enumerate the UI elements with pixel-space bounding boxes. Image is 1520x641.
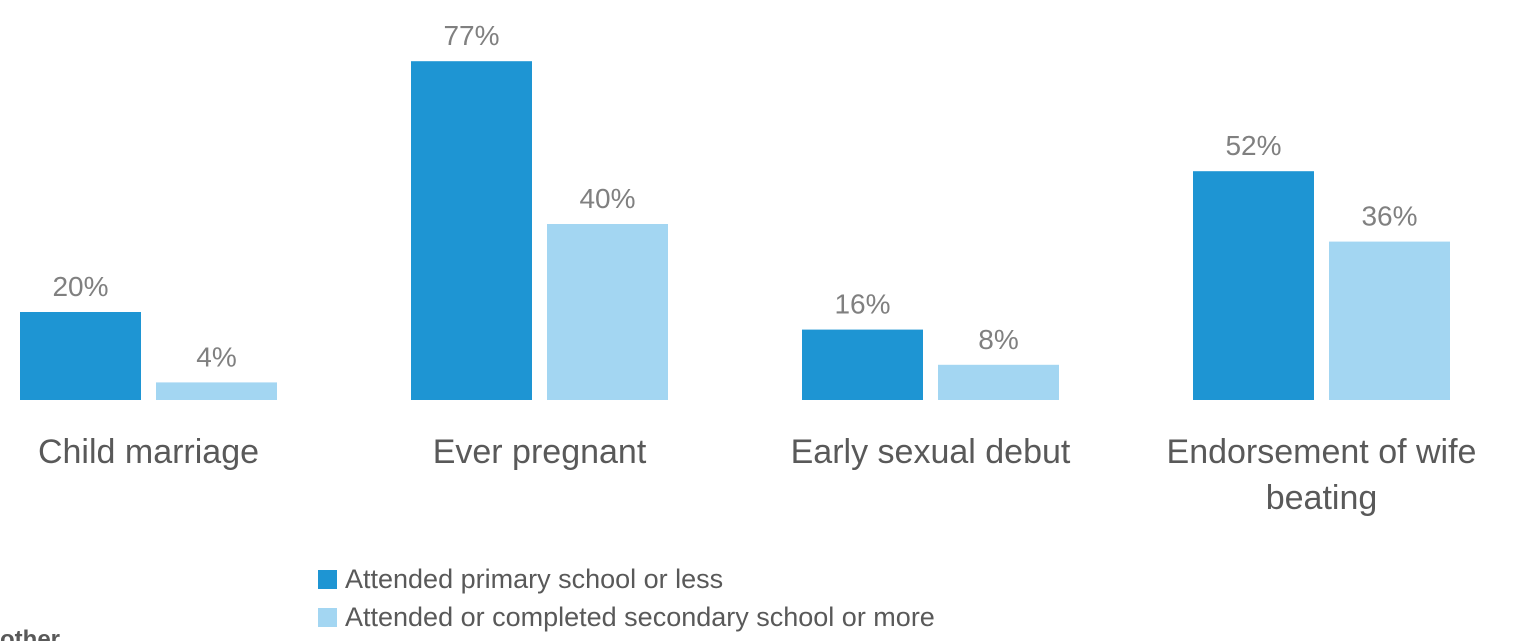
bar-0-0 (20, 312, 141, 400)
category-label-3-1: beating (1266, 479, 1378, 517)
data-label-0-0: 20% (52, 271, 108, 302)
bar-0-1 (156, 382, 277, 400)
bar-chart-svg: 20% 4% Child marriage 77% 40% Ever pregnant 16… (20, 20, 1477, 517)
legend-item-primary: Attended primary school or less (318, 560, 935, 598)
data-label-0-1: 4% (196, 341, 236, 372)
legend-label-primary: Attended primary school or less (345, 563, 724, 594)
legend: Attended primary school or less Attended… (318, 560, 935, 636)
category-label-2-0: Early sexual debut (791, 433, 1071, 471)
legend-swatch-primary (318, 569, 337, 589)
clipped-footnote: other (0, 628, 60, 641)
bar-2-1 (938, 364, 1059, 400)
legend-item-secondary: Attended or completed secondary school o… (318, 598, 935, 636)
bar-1-0 (411, 61, 532, 400)
data-label-2-1: 8% (978, 324, 1018, 355)
legend-swatch-secondary (318, 607, 337, 627)
bar-3-0 (1193, 171, 1314, 400)
category-label-1-0: Ever pregnant (433, 433, 647, 471)
data-label-1-1: 40% (579, 183, 635, 214)
data-label-2-0: 16% (834, 289, 890, 320)
data-label-3-1: 36% (1361, 201, 1417, 232)
data-label-1-0: 77% (443, 20, 499, 51)
data-label-3-0: 52% (1225, 130, 1281, 161)
bar-3-1 (1329, 241, 1450, 400)
category-label-0-0: Child marriage (38, 433, 259, 471)
legend-label-secondary: Attended or completed secondary school o… (345, 601, 935, 632)
category-label-3-0: Endorsement of wife (1167, 433, 1477, 471)
bar-2-0 (802, 329, 923, 400)
bar-1-1 (547, 224, 668, 400)
